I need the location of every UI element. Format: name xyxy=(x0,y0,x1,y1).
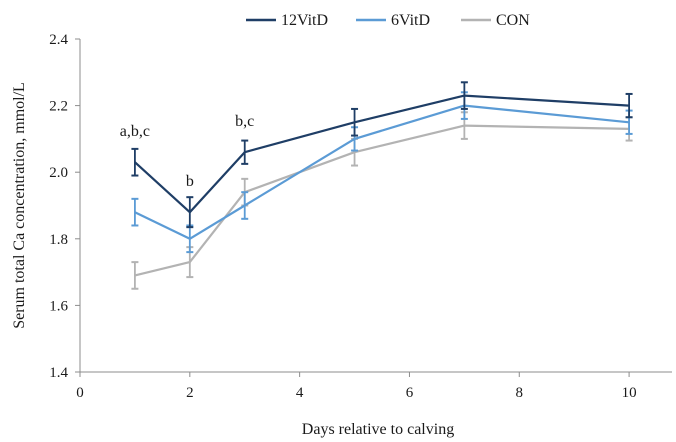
error-bar-12vitd xyxy=(131,147,139,177)
series-con xyxy=(131,111,633,290)
error-bar-12vitd xyxy=(241,139,249,165)
x-tick-label: 4 xyxy=(296,385,304,401)
axes xyxy=(79,39,672,373)
legend-item-12vitd: 12VitD xyxy=(246,12,328,29)
y-tick-label: 2.0 xyxy=(49,165,68,181)
error-bar-12vitd xyxy=(186,196,194,229)
legend-label: 6VitD xyxy=(391,12,430,29)
error-bar-12vitd xyxy=(351,107,359,137)
x-axis-title: Days relative to calving xyxy=(302,421,454,438)
significance-annotations: a,b,c b b,c xyxy=(120,113,254,190)
series-12vitd xyxy=(131,81,633,229)
legend: 12VitD 6VitD CON xyxy=(246,12,530,29)
legend-item-6vitd: 6VitD xyxy=(356,12,430,29)
error-bar-12vitd xyxy=(460,81,468,110)
x-tick-label: 8 xyxy=(516,385,524,401)
error-bar-6vitd xyxy=(241,191,249,220)
series-line-12vitd xyxy=(134,94,630,214)
error-bar-con xyxy=(131,261,139,290)
series-6vitd xyxy=(131,91,633,254)
y-tick-label: 2.2 xyxy=(49,99,68,115)
y-axis-title: Serum total Ca concentration, mmol/L xyxy=(11,82,28,329)
series-line-con xyxy=(134,124,630,277)
annotation-label: a,b,c xyxy=(120,123,150,140)
x-tick-label: 2 xyxy=(186,385,194,401)
annotation-label: b,c xyxy=(235,113,254,130)
x-tick-label: 6 xyxy=(406,385,414,401)
series-layer xyxy=(131,81,633,290)
x-axis-ticks: 0 2 4 6 8 10 xyxy=(76,372,637,401)
legend-label: CON xyxy=(496,12,530,29)
x-tick-label: 10 xyxy=(622,385,637,401)
y-tick-label: 1.8 xyxy=(49,232,68,248)
error-bar-12vitd xyxy=(625,92,633,119)
series-line-6vitd xyxy=(134,104,630,240)
x-tick-label: 0 xyxy=(76,385,84,401)
y-tick-label: 2.4 xyxy=(49,32,68,48)
annotation-label: b xyxy=(186,173,194,190)
legend-label: 12VitD xyxy=(281,12,328,29)
y-axis-ticks: 1.4 1.6 1.8 2.0 2.2 2.4 xyxy=(49,32,80,381)
y-tick-label: 1.4 xyxy=(49,365,68,381)
y-tick-label: 1.6 xyxy=(49,298,68,314)
error-bar-6vitd xyxy=(131,197,139,227)
legend-item-con: CON xyxy=(461,12,530,29)
